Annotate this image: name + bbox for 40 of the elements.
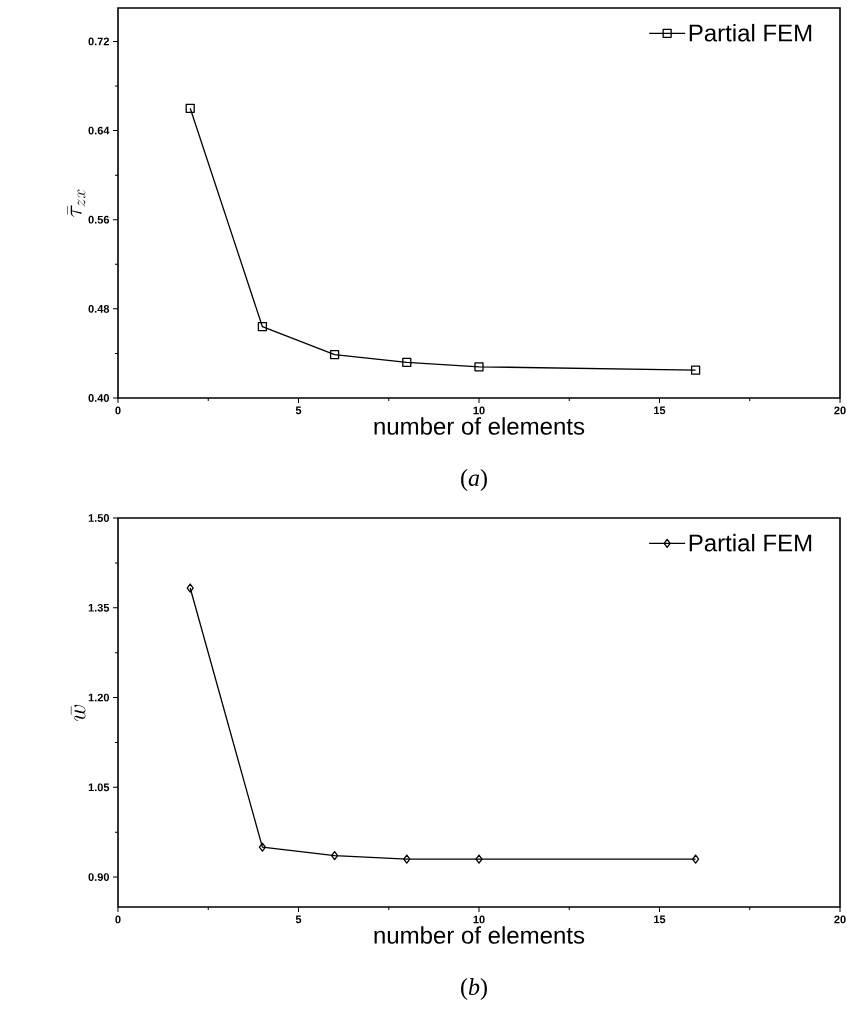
x-tick-label: 0 [115, 406, 121, 415]
x-tick-label: 15 [654, 406, 666, 415]
x-tick-label: 10 [473, 406, 485, 415]
x-tick-label: 10 [473, 915, 485, 924]
legend-label: Partial FEM [689, 533, 812, 552]
legend-label: Partial FEM [689, 23, 812, 42]
y-tick-label: 1.50 [88, 514, 110, 522]
y-tick-label: 0.90 [88, 873, 110, 881]
x-tick-label: 0 [115, 915, 121, 924]
y-tick-label: 0.72 [88, 37, 110, 46]
point [403, 854, 411, 864]
text: (a) [461, 469, 487, 491]
point [257, 322, 268, 332]
y-axis-title: $\bar{w}$ [70, 704, 86, 721]
x-tick-label: 20 [834, 406, 846, 415]
y-axis-title: $\bar{\tau}_{zx}$ [67, 189, 86, 218]
y-tick-label: 0.48 [88, 304, 110, 313]
point [185, 103, 195, 113]
y-tick-label: 0.64 [88, 126, 110, 135]
text: (b) [461, 978, 487, 1000]
x-axis-title: number of elements [374, 926, 585, 944]
y-tick-label: 1.35 [88, 603, 110, 612]
y-tick-label: 1.05 [88, 783, 110, 792]
x-axis-title: number of elements [374, 417, 585, 435]
point [330, 850, 339, 861]
point [691, 854, 700, 864]
point [186, 583, 194, 593]
x-tick-label: 5 [295, 406, 302, 415]
y-tick-label: 0.40 [88, 394, 110, 402]
point [690, 365, 701, 375]
x-tick-label: 20 [834, 915, 846, 924]
x-tick-label: 15 [654, 915, 666, 924]
x-tick-label: 5 [295, 915, 302, 924]
point [402, 357, 412, 367]
y-tick-label: 1.20 [88, 693, 110, 702]
point [475, 854, 483, 864]
point [258, 842, 267, 852]
point [329, 349, 340, 360]
y-tick-label: 0.56 [88, 215, 110, 224]
point [474, 362, 484, 372]
